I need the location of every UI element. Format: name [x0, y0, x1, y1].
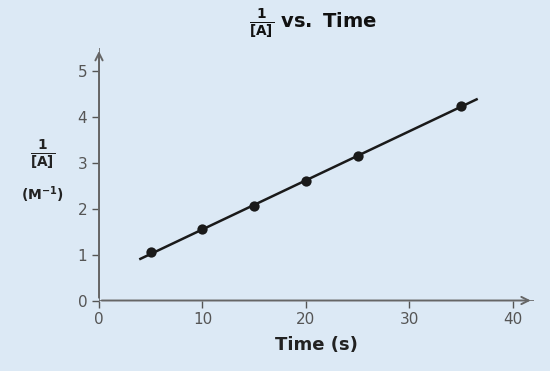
Point — [146, 249, 155, 255]
Text: $\mathbf{(M^{-1})}$: $\mathbf{(M^{-1})}$ — [21, 184, 64, 205]
Point — [250, 204, 258, 210]
Point — [456, 103, 465, 109]
Point — [301, 178, 310, 184]
Point — [353, 153, 362, 159]
Text: $\mathbf{\frac{1}{[A]}}$: $\mathbf{\frac{1}{[A]}}$ — [30, 138, 55, 171]
X-axis label: Time (s): Time (s) — [275, 336, 358, 354]
Text: $\mathbf{\frac{1}{[A]}}$ $\mathbf{vs.\ Time}$: $\mathbf{\frac{1}{[A]}}$ $\mathbf{vs.\ T… — [249, 8, 378, 40]
Point — [198, 226, 207, 232]
